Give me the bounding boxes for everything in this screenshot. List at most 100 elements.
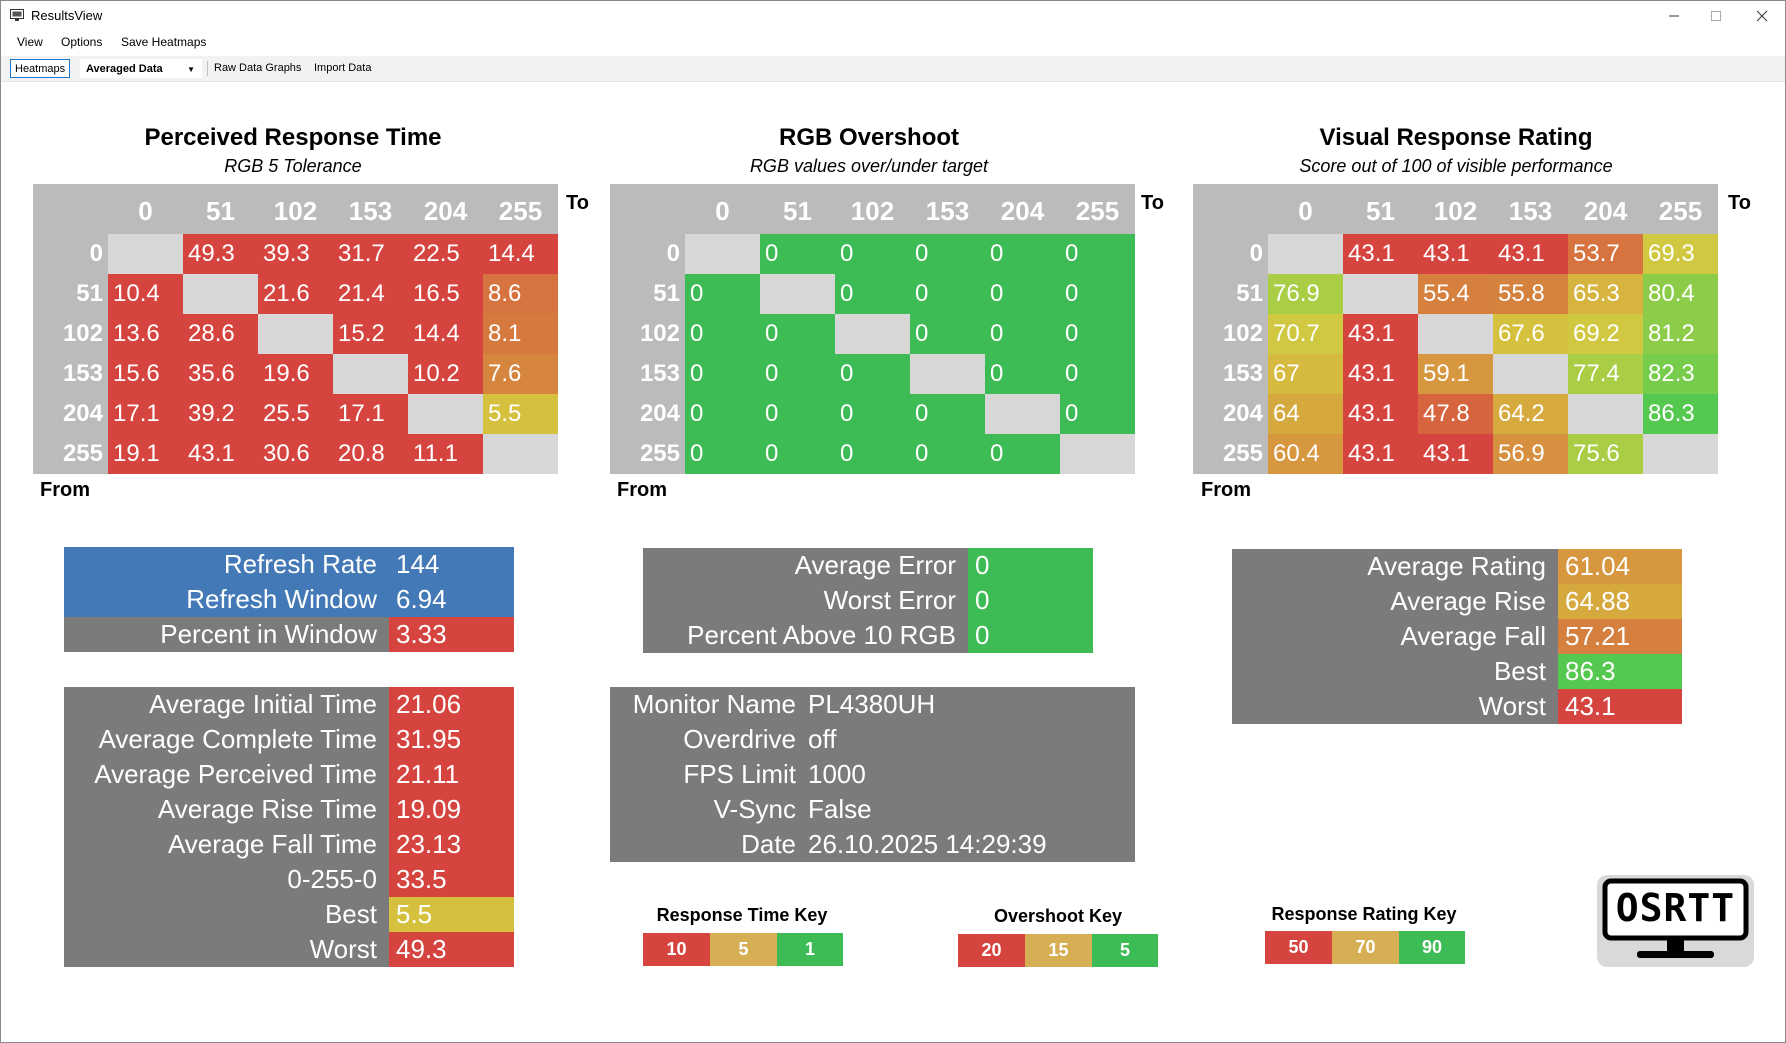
perceived-time-row: Average Perceived Time 21.11 <box>64 757 514 792</box>
heatmap-col-header: 153 <box>348 196 393 226</box>
osrtt-logo: OSRTT <box>1597 875 1754 967</box>
heatmap-diagonal-cell <box>1060 434 1135 474</box>
average-rating-label: Average Rating <box>1232 549 1558 584</box>
heatmap-cell: 55.4 <box>1418 274 1493 314</box>
heatmap-row-header: 255 <box>1222 440 1263 467</box>
fall-time-label: Average Fall Time <box>64 827 389 862</box>
to-label: To <box>566 192 589 214</box>
toolbar: Heatmaps Averaged Data ▼ Raw Data Graphs… <box>1 56 1785 82</box>
transition-0-255-0-value: 33.5 <box>389 862 514 897</box>
heatmap-row-header: 102 <box>1222 320 1263 347</box>
refresh-rate-row: Refresh Rate 144 <box>64 547 514 582</box>
heatmap-row-header: 51 <box>76 280 103 307</box>
heatmap-cell: 0 <box>760 354 835 394</box>
rise-time-label: Average Rise Time <box>64 792 389 827</box>
heatmap-cell: 70.7 <box>1268 314 1343 354</box>
initial-time-row: Average Initial Time 21.06 <box>64 687 514 722</box>
monitor-name-label: Monitor Name <box>632 689 796 719</box>
best-rating-label: Best <box>1232 654 1558 689</box>
heatmap-cell: 0 <box>760 314 835 354</box>
heatmap-cell: 0 <box>985 274 1060 314</box>
time-panel: Average Initial Time 21.06 Average Compl… <box>64 687 514 967</box>
overshoot-key-red: 20 <box>958 934 1025 967</box>
worst-rating-label: Worst <box>1232 689 1558 724</box>
heatmap-row-header: 51 <box>1236 280 1263 307</box>
heatmap-cell: 14.4 <box>408 314 483 354</box>
to-label: To <box>1141 192 1164 214</box>
average-fall-row: Average Fall 57.21 <box>1232 619 1682 654</box>
heatmap-cell: 25.5 <box>258 394 333 434</box>
heatmap-cell: 0 <box>685 274 760 314</box>
raw-data-graphs-button[interactable]: Raw Data Graphs <box>214 62 302 74</box>
from-label: From <box>1201 479 1251 501</box>
heatmap-cell: 0 <box>835 354 910 394</box>
heatmap-diagonal-cell <box>1268 234 1343 274</box>
average-rating-value: 61.04 <box>1558 549 1682 584</box>
heatmap-col-header: 255 <box>1075 196 1120 226</box>
minimize-button[interactable] <box>1651 1 1697 31</box>
heatmap-cell: 15.6 <box>108 354 183 394</box>
average-rating-row: Average Rating 61.04 <box>1232 549 1682 584</box>
heatmap-diagonal-cell <box>1643 434 1718 474</box>
menu-options[interactable]: Options <box>61 35 103 49</box>
heatmap-cell: 39.2 <box>183 394 258 434</box>
average-fall-label: Average Fall <box>1232 619 1558 654</box>
average-error-row: Average Error 0 <box>643 548 1093 583</box>
import-data-button[interactable]: Import Data <box>314 62 372 74</box>
heatmap-col-header: 102 <box>1433 196 1478 226</box>
close-button[interactable] <box>1739 1 1785 31</box>
heatmap-cell: 43.1 <box>1343 394 1418 434</box>
average-error-label: Average Error <box>643 548 968 583</box>
heatmap-diagonal-cell <box>1418 314 1493 354</box>
heatmap-col-header: 0 <box>138 196 153 226</box>
average-rise-row: Average Rise 64.88 <box>1232 584 1682 619</box>
fps-limit-value: 1000 <box>808 759 866 789</box>
heatmap-cell: 21.6 <box>258 274 333 314</box>
heatmap-subtitle: RGB values over/under target <box>749 156 989 176</box>
menu-save-heatmaps[interactable]: Save Heatmaps <box>121 35 207 49</box>
heatmap-cell: 17.1 <box>333 394 408 434</box>
response-rating-key-title: Response Rating Key <box>1271 904 1457 924</box>
refresh-window-label: Refresh Window <box>64 582 389 617</box>
heatmap-cell: 0 <box>685 314 760 354</box>
heatmap-title: Visual Response Rating <box>1319 124 1593 151</box>
heatmap-diagonal-cell <box>910 354 985 394</box>
overshoot-key-green: 5 <box>1092 934 1158 967</box>
refresh-rate-value: 144 <box>389 547 514 582</box>
best-time-row: Best 5.5 <box>64 897 514 932</box>
heatmap-col-header: 0 <box>1298 196 1313 226</box>
heatmap-col-header: 51 <box>1366 196 1395 226</box>
average-rise-value: 64.88 <box>1558 584 1682 619</box>
heatmap-diagonal-cell <box>1343 274 1418 314</box>
heatmap-cell: 43.1 <box>1343 234 1418 274</box>
worst-error-label: Worst Error <box>643 583 968 618</box>
heatmap-diagonal-cell <box>258 314 333 354</box>
perceived-response-heatmap: 0 0 51 51 102 102 153 153 204 204 255 255 49.3 39.3 31… <box>33 184 558 474</box>
heatmap-diagonal-cell <box>108 234 183 274</box>
heatmap-cell: 13.6 <box>108 314 183 354</box>
heatmap-cell: 60.4 <box>1268 434 1343 474</box>
heatmap-col-header: 255 <box>498 196 543 226</box>
from-label: From <box>617 479 667 501</box>
heatmap-cell: 8.1 <box>483 314 558 354</box>
vsync-label: V-Sync <box>713 794 796 824</box>
heatmap-cell: 0 <box>910 314 985 354</box>
heatmap-cell: 28.6 <box>183 314 258 354</box>
averaged-data-dropdown[interactable]: Averaged Data ▼ <box>80 59 202 78</box>
visual-response-rating-heatmap: 0 0 51 51 102 102 153 153 204 204 255 255 43.1 43.1 43… <box>1193 184 1718 474</box>
title-bar: ResultsView <box>1 1 1785 31</box>
toolbar-separator <box>207 61 208 76</box>
maximize-button[interactable] <box>1693 1 1739 31</box>
monitor-name-value: PL4380UH <box>808 689 936 719</box>
rise-time-row: Average Rise Time 19.09 <box>64 792 514 827</box>
heatmap-cell: 56.9 <box>1493 434 1568 474</box>
from-label: From <box>40 479 90 501</box>
heatmap-cell: 35.6 <box>183 354 258 394</box>
menu-view[interactable]: View <box>17 35 43 49</box>
worst-rating-value: 43.1 <box>1558 689 1682 724</box>
heatmaps-button[interactable]: Heatmaps <box>10 59 71 78</box>
heatmap-col-header: 204 <box>1583 196 1628 226</box>
heatmap-cell: 0 <box>910 394 985 434</box>
fall-time-value: 23.13 <box>389 827 514 862</box>
